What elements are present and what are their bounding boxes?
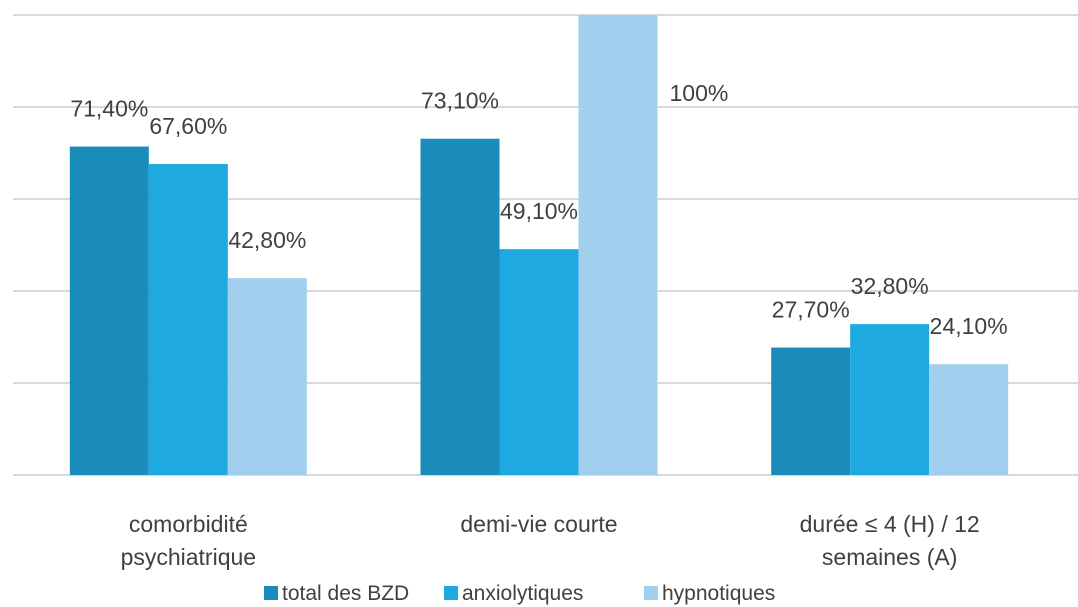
legend-swatch bbox=[264, 586, 278, 600]
data-label: 24,10% bbox=[930, 313, 1008, 339]
bar bbox=[227, 278, 307, 475]
bar bbox=[499, 249, 579, 475]
x-tick-label: comorbidité psychiatrique bbox=[120, 511, 257, 570]
bar bbox=[929, 364, 1009, 475]
bar bbox=[771, 347, 851, 475]
bar bbox=[578, 15, 658, 475]
bar bbox=[148, 164, 228, 476]
data-label: 32,80% bbox=[851, 273, 929, 299]
data-label: 42,80% bbox=[228, 227, 306, 253]
legend-label: total des BZD bbox=[282, 582, 409, 605]
x-tick-label: durée ≤ 4 (H) / 12 semaines (A) bbox=[799, 511, 980, 570]
legend-swatch bbox=[444, 586, 458, 600]
legend-label: anxiolytiques bbox=[462, 582, 583, 605]
data-label: 49,10% bbox=[500, 198, 578, 224]
bar bbox=[420, 138, 500, 476]
x-tick-label: demi-vie courte bbox=[460, 511, 618, 537]
legend-label: hypnotiques bbox=[662, 582, 775, 605]
data-label: 100% bbox=[670, 80, 729, 106]
data-label: 67,60% bbox=[149, 113, 227, 139]
data-label: 27,70% bbox=[772, 297, 850, 323]
legend-swatch bbox=[644, 586, 658, 600]
bar bbox=[850, 324, 930, 475]
bar bbox=[69, 146, 149, 475]
data-label: 71,40% bbox=[70, 96, 148, 122]
data-label: 73,10% bbox=[421, 88, 499, 114]
